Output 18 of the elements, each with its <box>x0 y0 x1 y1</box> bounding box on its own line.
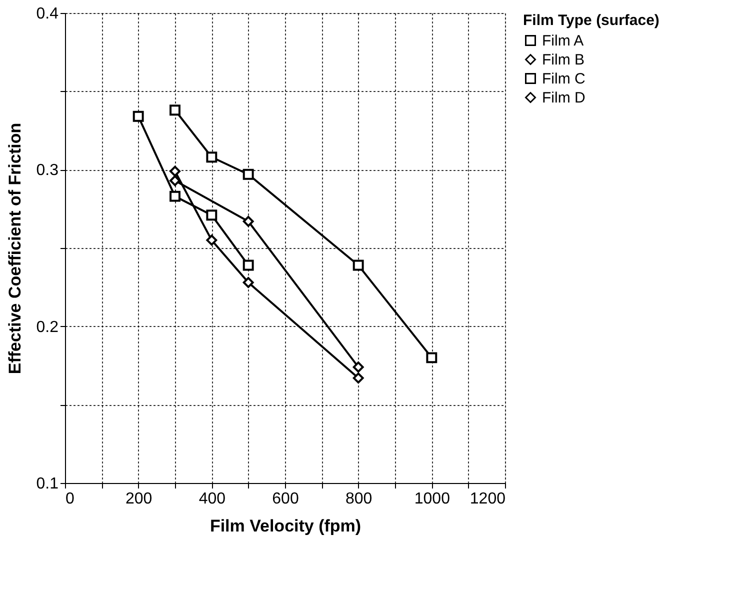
x-tick-label: 400 <box>198 490 226 508</box>
legend-label: Film C <box>542 70 586 88</box>
legend-label: Film B <box>542 52 584 68</box>
legend-label: Film A <box>542 32 584 50</box>
x-axis-title: Film Velocity (fpm) <box>210 516 362 536</box>
x-tick-label: 1200 <box>470 490 506 508</box>
legend-label: Film D <box>542 90 586 106</box>
y-axis-title: Effective Coefficient of Friction <box>5 122 24 374</box>
x-tick-label: 200 <box>125 490 152 508</box>
x-tick-label: 600 <box>272 490 299 508</box>
x-tick-label: 0 <box>66 490 74 508</box>
legend-title: Film Type (surface) <box>523 12 660 29</box>
y-tick-label: 0.2 <box>36 318 59 336</box>
y-tick-label: 0.3 <box>36 162 59 180</box>
y-tick-label: 0.1 <box>36 476 59 492</box>
x-tick-label: 800 <box>345 490 372 508</box>
y-tick-label: 0.4 <box>36 6 59 22</box>
x-tick-label: 1000 <box>414 490 450 508</box>
